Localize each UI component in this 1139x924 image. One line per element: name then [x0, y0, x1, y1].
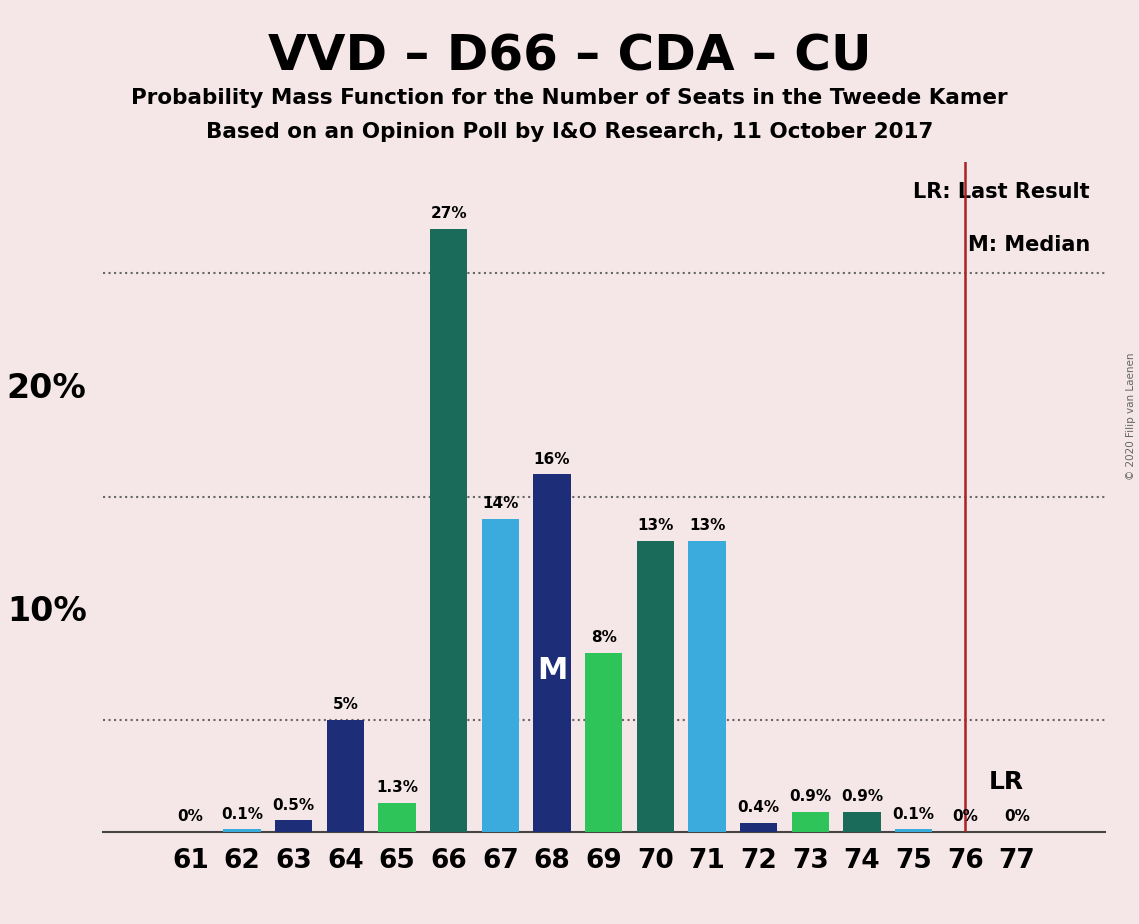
Text: 0%: 0%	[952, 808, 978, 824]
Bar	[792, 811, 829, 832]
Text: 8%: 8%	[591, 630, 616, 645]
Text: 14%: 14%	[482, 496, 518, 511]
Text: 16%: 16%	[534, 452, 571, 467]
Text: 0.4%: 0.4%	[738, 800, 780, 815]
Bar	[327, 720, 364, 832]
Text: M: Median: M: Median	[967, 236, 1090, 255]
Text: 5%: 5%	[333, 697, 359, 712]
Text: 0%: 0%	[178, 808, 203, 824]
Bar	[482, 519, 519, 832]
Bar	[223, 830, 261, 832]
Bar	[533, 474, 571, 832]
Bar	[637, 541, 674, 832]
Text: 13%: 13%	[689, 518, 726, 533]
Text: 0%: 0%	[1005, 808, 1030, 824]
Text: 0.5%: 0.5%	[272, 797, 314, 812]
Text: Based on an Opinion Poll by I&O Research, 11 October 2017: Based on an Opinion Poll by I&O Research…	[206, 122, 933, 142]
Bar	[585, 653, 622, 832]
Text: LR: Last Result: LR: Last Result	[913, 182, 1090, 201]
Text: 1.3%: 1.3%	[376, 780, 418, 795]
Text: 0.9%: 0.9%	[841, 789, 883, 804]
Text: 0.1%: 0.1%	[221, 807, 263, 821]
Text: VVD – D66 – CDA – CU: VVD – D66 – CDA – CU	[268, 32, 871, 80]
Text: LR: LR	[989, 771, 1024, 795]
Bar	[843, 811, 880, 832]
Text: © 2020 Filip van Laenen: © 2020 Filip van Laenen	[1126, 352, 1136, 480]
Text: Probability Mass Function for the Number of Seats in the Tweede Kamer: Probability Mass Function for the Number…	[131, 88, 1008, 108]
Text: 13%: 13%	[637, 518, 673, 533]
Text: 0.1%: 0.1%	[893, 807, 935, 821]
Bar	[895, 830, 932, 832]
Bar	[740, 822, 777, 832]
Text: 27%: 27%	[431, 206, 467, 221]
Bar	[378, 803, 416, 832]
Text: M: M	[536, 656, 567, 686]
Text: 0.9%: 0.9%	[789, 789, 831, 804]
Bar	[276, 821, 312, 832]
Bar	[431, 229, 467, 832]
Bar	[688, 541, 726, 832]
